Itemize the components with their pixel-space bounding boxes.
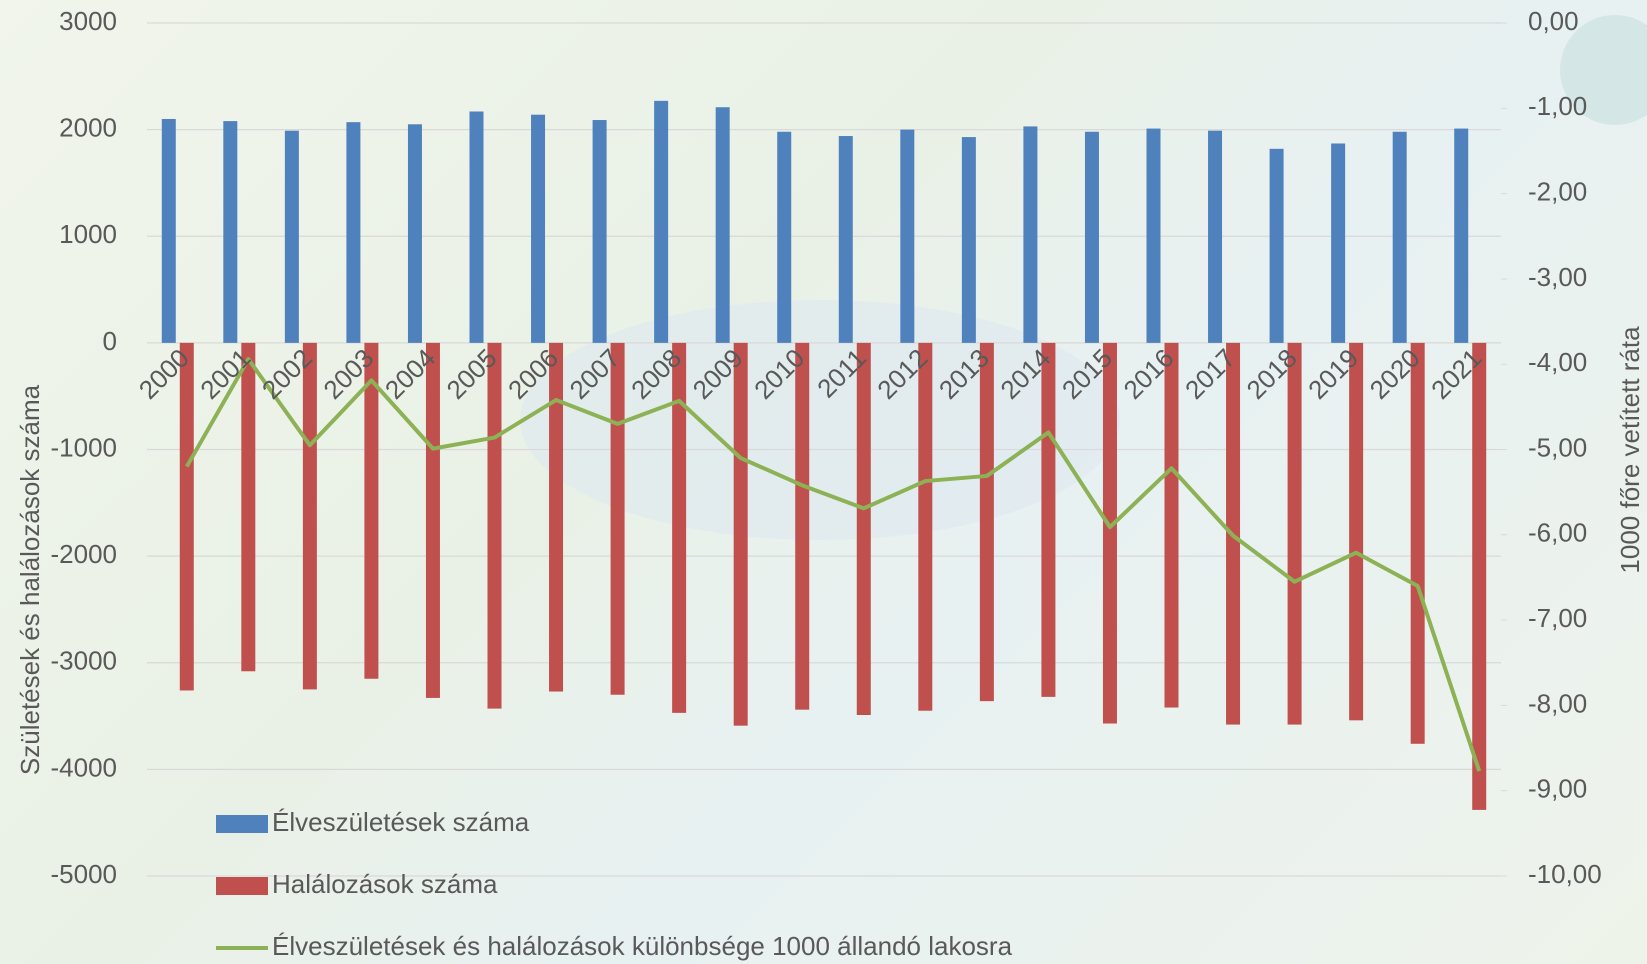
bar <box>1041 343 1055 697</box>
bar <box>488 343 502 709</box>
bar <box>1331 143 1345 342</box>
y-tick-label: 2000 <box>59 113 117 143</box>
bar <box>734 343 748 726</box>
bar <box>593 120 607 343</box>
bar <box>1270 149 1284 343</box>
y2-axis-title: 1000 főre vetített ráta <box>1615 326 1645 574</box>
bar <box>1349 343 1363 720</box>
bar <box>1165 343 1179 708</box>
bar <box>1288 343 1302 725</box>
y2-tick-label: -10,00 <box>1528 859 1602 889</box>
bar <box>611 343 625 695</box>
y-tick-label: -2000 <box>51 539 118 569</box>
chart: Születések és halálozások száma 1000 főr… <box>0 0 1647 964</box>
bar <box>426 343 440 698</box>
bar <box>672 343 686 713</box>
bar <box>716 107 730 343</box>
legend-swatch <box>216 815 268 833</box>
legend-label: Élveszületések és halálozások különbsége… <box>272 931 1013 961</box>
bar <box>1208 131 1222 343</box>
bar <box>980 343 994 701</box>
legend-swatch <box>216 877 268 895</box>
bar <box>1023 126 1037 342</box>
y2-tick-label: -1,00 <box>1528 91 1587 121</box>
legend-label: Halálozások száma <box>272 869 498 899</box>
bar <box>470 111 484 342</box>
bar <box>1411 343 1425 744</box>
bar <box>180 343 194 691</box>
y-tick-label: -3000 <box>51 646 118 676</box>
y2-tick-label: -4,00 <box>1528 347 1587 377</box>
bar <box>303 343 317 690</box>
y2-tick-label: -7,00 <box>1528 603 1587 633</box>
legend-label: Élveszületések száma <box>272 807 530 837</box>
bar <box>1085 132 1099 343</box>
bar <box>918 343 932 711</box>
bar <box>162 119 176 343</box>
bar <box>1103 343 1117 724</box>
y2-tick-label: -9,00 <box>1528 774 1587 804</box>
bar <box>364 343 378 679</box>
y-tick-label: 3000 <box>59 6 117 36</box>
bar <box>654 101 668 343</box>
bar <box>839 136 853 343</box>
bar <box>795 343 809 710</box>
bar <box>857 343 871 715</box>
y-tick-label: 0 <box>103 326 117 356</box>
y2-tick-label: -2,00 <box>1528 176 1587 206</box>
y-tick-label: 1000 <box>59 219 117 249</box>
y2-tick-label: -5,00 <box>1528 432 1587 462</box>
y-tick-label: -5000 <box>51 859 118 889</box>
y2-tick-label: 0,00 <box>1528 6 1579 36</box>
bar <box>1393 132 1407 343</box>
bar <box>241 343 255 671</box>
y2-tick-label: -8,00 <box>1528 688 1587 718</box>
bar <box>285 131 299 343</box>
bar <box>531 115 545 343</box>
bar <box>1454 129 1468 343</box>
y-tick-label: -4000 <box>51 752 118 782</box>
bar <box>777 132 791 343</box>
bar <box>962 137 976 343</box>
bar <box>1147 129 1161 343</box>
y2-tick-label: -6,00 <box>1528 518 1587 548</box>
y-axis-title: Születések és halálozások száma <box>15 384 45 775</box>
bar <box>408 124 422 343</box>
y2-tick-label: -3,00 <box>1528 262 1587 292</box>
bar <box>346 122 360 343</box>
bar <box>549 343 563 692</box>
bar <box>1472 343 1486 810</box>
y-tick-label: -1000 <box>51 432 118 462</box>
bar <box>223 121 237 343</box>
bar <box>900 130 914 343</box>
